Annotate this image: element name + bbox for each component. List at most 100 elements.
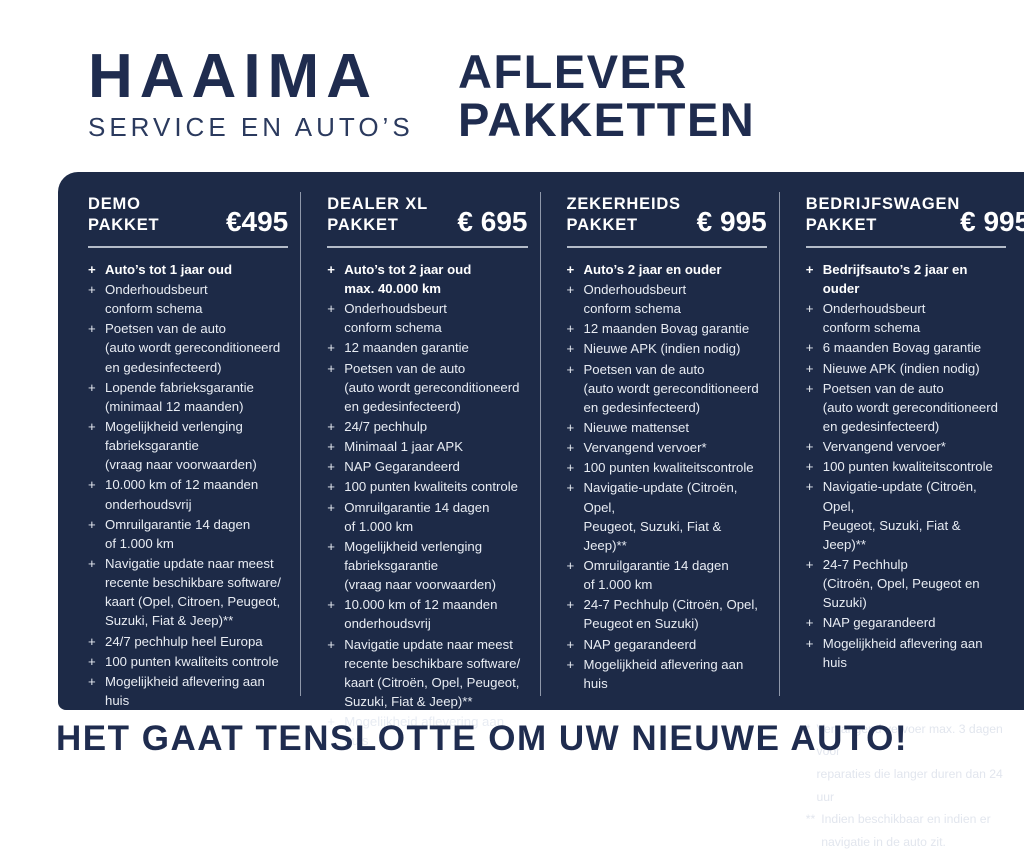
plus-icon: + [566, 321, 575, 337]
item-text: 10.000 km of 12 maanden onderhoudsvrij [344, 597, 498, 632]
plus-icon: + [88, 419, 96, 434]
package-column: ZEKERHEIDS PAKKET € 995 + Auto’s 2 jaar e… [539, 192, 779, 696]
item-text: Lopende fabrieksgarantie (minimaal 12 maa… [105, 379, 254, 414]
package-column: DEMO PAKKET €495 + Auto’s tot 1 jaar oud +… [58, 192, 300, 708]
package-item: + Nieuwe mattenset [567, 418, 767, 437]
brand-name: HAAIMA [88, 42, 378, 111]
plus-icon: + [88, 555, 96, 571]
plus-icon: + [327, 261, 335, 277]
plus-icon: + [805, 439, 814, 455]
item-text: 12 maanden Bovag garantie [583, 321, 750, 337]
item-text: Navigatie update naar meest recente besch… [344, 636, 521, 709]
item-text: Mogelijkheid aflevering aan huis [583, 656, 744, 691]
package-header: DEMO PAKKET €495 [88, 194, 288, 237]
item-text: Nieuwe mattenset [583, 420, 690, 435]
plus-icon: + [566, 420, 575, 435]
plus-icon: + [805, 360, 814, 376]
package-price: € 995 [960, 205, 1024, 237]
package-item: +100 punten kwaliteitscontrole [567, 458, 767, 477]
package-item: + Vervangend vervoer* [567, 438, 767, 457]
item-text: Nieuwe APK (indien nodig) [822, 360, 980, 376]
item-text: 100 punten kwaliteitscontrole [822, 459, 993, 475]
item-text: Omruilgarantie 14 dagen of 1.000 km [105, 516, 251, 551]
item-text: Navigatie-update (Citroën, Opel, Peugeot,… [822, 479, 977, 552]
header-rule [805, 245, 1006, 248]
plus-icon: + [566, 480, 575, 496]
package-item: +24/7 pechhulp [327, 417, 527, 436]
package-item: + Lopende fabrieksgarantie (minimaal 12 ma… [88, 378, 288, 416]
package-item: + Bedrijfsauto’s 2 jaar en ouder [806, 260, 1006, 298]
item-text: NAP Gegarandeerd [344, 459, 460, 475]
item-text: Vervangend vervoer* [583, 440, 707, 456]
package-item: + Onderhoudsbeurt conform schema [806, 299, 1006, 337]
item-text: Onderhoudsbeurt conform schema [583, 282, 687, 317]
plus-icon: + [805, 340, 814, 356]
package-item: + NAP gegarandeerd [567, 635, 767, 654]
package-item: +24/7 pechhulp heel Europa [88, 632, 288, 651]
package-item: +100 punten kwaliteitscontrole [806, 457, 1006, 476]
brand-tagline: SERVICE EN AUTO’S [88, 112, 414, 142]
header-rule [327, 245, 528, 248]
plus-icon: + [805, 479, 814, 495]
package-item: + NAP gegarandeerd [806, 613, 1006, 632]
package-item: +100 punten kwaliteits controle [88, 652, 288, 671]
item-text: 100 punten kwaliteitscontrole [583, 460, 754, 476]
footnote-marker: ** [805, 812, 816, 827]
package-feature-list: + Auto’s 2 jaar en ouder + Onderhoudsbeurt c… [567, 260, 767, 693]
package-column: DEALER XL PAKKET € 695 + Auto’s tot 2 jaa… [300, 192, 539, 748]
item-text: NAP gegarandeerd [822, 615, 936, 631]
package-item: + Nieuwe APK (indien nodig) [567, 339, 767, 358]
package-item: +12 maanden Bovag garantie [567, 319, 767, 338]
package-item: + Auto’s tot 2 jaar oud max. 40.000 km [327, 260, 527, 298]
package-item: +10.000 km of 12 maanden onderhoudsvrij [327, 595, 527, 633]
item-text: NAP gegarandeerd [583, 636, 697, 652]
package-item: + Navigatie-update (Citroën, Opel, Peugeot… [567, 478, 767, 555]
item-text: Auto’s 2 jaar en ouder [583, 261, 722, 277]
package-item: + Auto’s tot 1 jaar oud [88, 260, 288, 279]
package-feature-list: + Bedrijfsauto’s 2 jaar en ouder + Onderhou… [806, 260, 1006, 672]
item-text: 100 punten kwaliteits controle [344, 479, 518, 495]
plus-icon: + [805, 615, 814, 631]
package-item: + Mogelijkheid aflevering aan huis [327, 712, 527, 750]
plus-icon: + [805, 380, 814, 396]
plus-icon: + [327, 301, 335, 317]
plus-icon: + [327, 360, 335, 376]
package-column: BEDRIJFSWAGEN PAKKET € 995 + Bedrijfsauto… [778, 192, 1024, 849]
plus-icon: + [88, 477, 96, 493]
page-title: AFLEVER PAKKETTEN [458, 45, 756, 146]
package-name: DEALER XL PAKKET [327, 195, 428, 235]
package-item: + Onderhoudsbeurt conform schema [88, 280, 288, 318]
package-feature-list: + Auto’s tot 2 jaar oud max. 40.000 km + Ond… [327, 260, 527, 751]
item-text: 10.000 km of 12 maanden onderhoudsvrij [105, 477, 259, 512]
package-item: +6 maanden Bovag garantie [806, 338, 1006, 357]
package-item: +24-7 Pechhulp (Citroën, Opel, Peugeot en… [806, 555, 1006, 612]
package-name: ZEKERHEIDS PAKKET [566, 195, 681, 235]
package-name: DEMO PAKKET [88, 195, 160, 235]
footnote-text: Indien beschikbaar en indien er navigatie… [821, 812, 991, 849]
package-item: +100 punten kwaliteits controle [327, 477, 527, 496]
brand-logo: HAAIMA SERVICE EN AUTO’S [88, 46, 414, 143]
item-text: Mogelijkheid verlenging fabrieksgarantie(… [344, 538, 496, 593]
plus-icon: + [88, 516, 96, 532]
package-item: + Poetsen van de auto (auto wordt gerecond… [567, 360, 767, 417]
packages-panel: DEMO PAKKET €495 + Auto’s tot 1 jaar oud +… [58, 172, 1024, 849]
item-text: Navigatie-update (Citroën, Opel, Peugeot,… [583, 480, 738, 553]
plus-icon: + [566, 261, 575, 277]
header-rule [566, 245, 767, 248]
package-item: + Onderhoudsbeurt conform schema [327, 299, 527, 337]
plus-icon: + [566, 557, 575, 573]
plus-icon: + [327, 419, 335, 434]
item-text: 24/7 pechhulp [344, 419, 428, 434]
item-text: Nieuwe APK (indien nodig) [583, 341, 741, 357]
package-header: DEALER XL PAKKET € 695 [327, 194, 527, 237]
package-item: + Auto’s 2 jaar en ouder [567, 260, 767, 279]
item-text: Omruilgarantie 14 dagen of 1.000 km [344, 499, 490, 534]
footnote-marker: * [805, 721, 811, 736]
item-text: 100 punten kwaliteits controle [105, 653, 279, 669]
package-item: + Poetsen van de auto (auto wordt gerecond… [806, 379, 1006, 436]
plus-icon: + [88, 379, 96, 395]
package-name: BEDRIJFSWAGEN PAKKET [805, 195, 961, 235]
plus-icon: + [327, 538, 335, 554]
item-text: Poetsen van de auto (auto wordt gerecondi… [105, 321, 281, 375]
item-text: Bedrijfsauto’s 2 jaar en ouder [822, 261, 968, 297]
